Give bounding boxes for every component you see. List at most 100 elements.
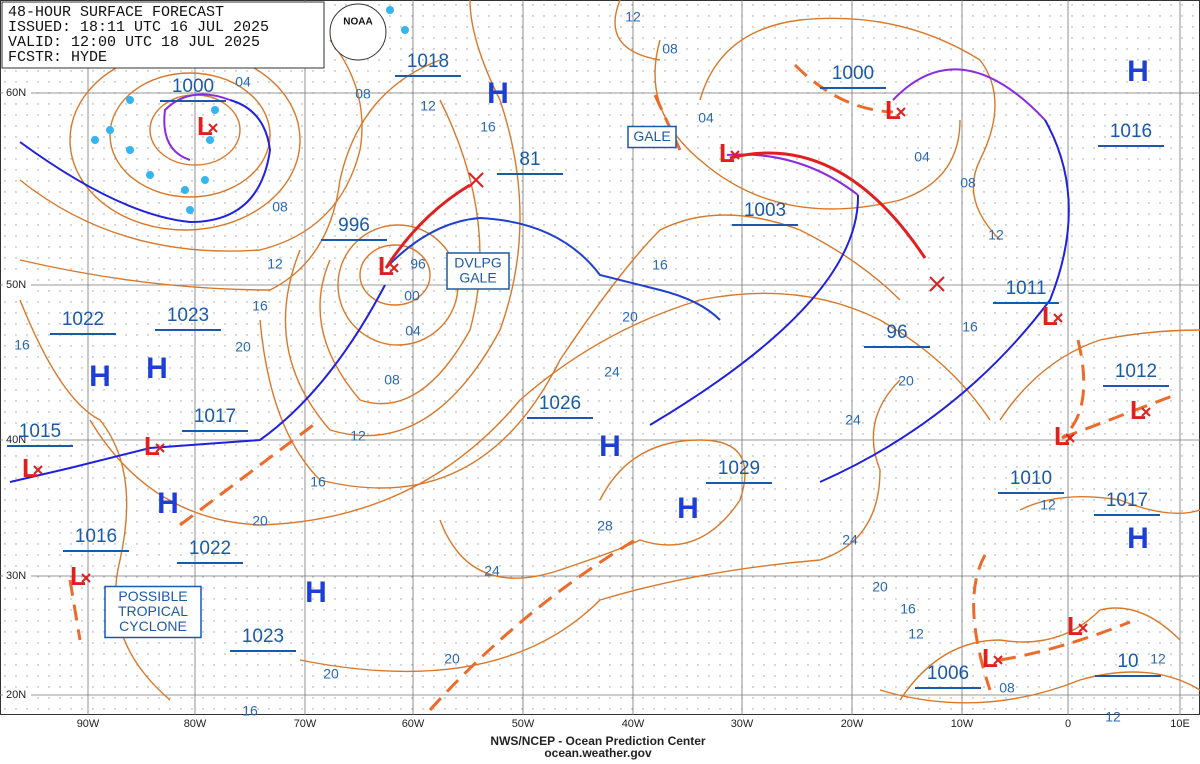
low-x [155, 443, 165, 453]
isobar-label: 08 [960, 175, 976, 191]
isobar-label: 08 [662, 41, 678, 57]
isobar-label: 12 [1150, 651, 1166, 667]
pressure-center: 96 [886, 322, 907, 343]
longitude-label-box [70, 717, 106, 731]
isobar-label: 04 [914, 149, 930, 165]
isobar-label: 08 [355, 86, 371, 102]
pressure-center: 1015 [19, 421, 61, 442]
high-center: H [89, 360, 111, 393]
isobar-label: 24 [842, 532, 858, 548]
pressure-center: 1012 [1115, 361, 1157, 382]
header-box [1, 1, 325, 69]
footer-line: NWS/NCEP - Ocean Prediction Center [490, 734, 705, 748]
isobar-label: 04 [235, 74, 251, 90]
warning-box [446, 252, 510, 290]
pressure-center: 1026 [539, 393, 581, 414]
low-center: L [982, 643, 998, 673]
logo-text: NOAA [343, 17, 372, 28]
high-center: H [1127, 55, 1149, 88]
logo-ring [329, 3, 387, 61]
header-line: ISSUED: 18:11 UTC 16 JUL 2025 [8, 19, 269, 36]
low-center: L [378, 251, 394, 281]
latitude-label-box [3, 433, 31, 447]
longitude-label: 50W [512, 718, 535, 730]
low-center: L [1054, 421, 1070, 451]
pressure-center: 1018 [407, 51, 449, 72]
isobar-label: 20 [898, 373, 914, 389]
latitude-label-box [3, 569, 31, 583]
warning-text: CYCLONE [119, 618, 187, 634]
isobar-label: 16 [252, 298, 268, 314]
low-x [208, 123, 218, 133]
low-center: L [1130, 395, 1146, 425]
isobar-label: 12 [625, 9, 641, 25]
isobar-label: 00 [404, 288, 420, 304]
fronts [9, 68, 1070, 483]
longitude-label-box [395, 717, 431, 731]
high-center: H [157, 487, 179, 520]
latitude-label-box [3, 86, 31, 100]
warning-text: DVLPG [454, 255, 501, 271]
longitude-label: 10E [1170, 718, 1190, 730]
pressure-center: 1022 [189, 538, 231, 559]
longitude-label: 20W [841, 718, 864, 730]
isobar-label: 20 [872, 579, 888, 595]
longitude-label-box [1162, 717, 1198, 731]
low-x [993, 655, 1003, 665]
longitude-label: 0 [1065, 718, 1071, 730]
isobar-label: 20 [235, 339, 251, 355]
low-center: L [22, 453, 38, 483]
isobar-label: 28 [597, 518, 613, 534]
pressure-center: 1000 [172, 76, 214, 97]
pressure-center: 1000 [832, 63, 874, 84]
high-center: H [677, 492, 699, 525]
pressure-center: 1017 [194, 406, 236, 427]
isobar-label: 16 [480, 119, 496, 135]
latitude-label: 30N [6, 570, 26, 582]
longitude-label-box [944, 717, 980, 731]
low-center: L [197, 111, 213, 141]
longitude-label: 60W [402, 718, 425, 730]
isobar-label: 12 [1105, 709, 1121, 725]
troughs [68, 63, 1176, 712]
warning-text: GALE [633, 128, 670, 144]
longitude-label-box [287, 717, 323, 731]
isobar-label: 20 [622, 309, 638, 325]
high-center: H [305, 576, 327, 609]
graticule [0, 0, 1200, 715]
high-center: H [487, 77, 509, 110]
isobars [19, 0, 1200, 704]
latitude-label-box [3, 278, 31, 292]
low-center: L [1067, 611, 1083, 641]
future-position [468, 172, 484, 188]
longitude-label-box [505, 717, 541, 731]
low-center: L [144, 431, 160, 461]
isobar-label: 20 [444, 651, 460, 667]
low-x [81, 573, 91, 583]
longitude-label: 80W [184, 718, 207, 730]
isobar-label: 24 [604, 364, 620, 380]
pressure-center: 1023 [242, 626, 284, 647]
longitude-label-box [724, 717, 760, 731]
high-center: H [1127, 522, 1149, 555]
pressure-center: 1016 [75, 526, 117, 547]
header-line: 48-HOUR SURFACE FORECAST [8, 4, 224, 21]
pressure-center: 1023 [167, 305, 209, 326]
isobar-label: 04 [698, 110, 714, 126]
low-x [1053, 313, 1063, 323]
header-line: FCSTR: HYDE [8, 49, 107, 66]
low-x [896, 107, 906, 117]
pressure-center: 1016 [1110, 121, 1152, 142]
high-center: H [146, 352, 168, 385]
pressure-center: 10 [1117, 651, 1138, 672]
pressure-center: 81 [519, 149, 540, 170]
low-center: L [70, 561, 86, 591]
pressure-center: 996 [338, 215, 370, 236]
longitude-label-box [615, 717, 651, 731]
low-center: L [885, 95, 901, 125]
pressure-center: 1003 [744, 200, 786, 221]
low-x [730, 150, 740, 160]
pressure-center: 1017 [1106, 490, 1148, 511]
